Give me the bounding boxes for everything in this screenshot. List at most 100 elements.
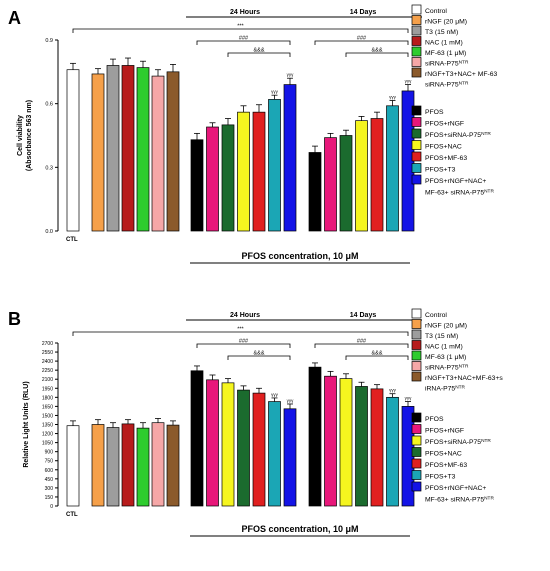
legend-pfos-label: MF-63+ siRNA-P75NTR — [425, 495, 494, 504]
legend-control-label: NAC (1 mM) — [425, 344, 463, 351]
legend-control-swatch — [411, 15, 422, 25]
bar-pfos-0-2 — [221, 382, 235, 507]
legend-control-swatch — [411, 319, 422, 329]
bar-pfos-1-3 — [355, 120, 368, 232]
bracket-hash — [196, 343, 291, 348]
legend-control-label: siRNA-P75NTR — [425, 363, 469, 372]
bracket-amp — [345, 355, 409, 360]
bar-control-6 — [166, 424, 180, 507]
legend-pfos-swatch — [411, 174, 422, 185]
bar-pfos-0-1 — [206, 126, 219, 232]
legend-pfos-label: PFOS+siRNA-P75NTR — [425, 131, 491, 140]
bracket-star — [72, 331, 409, 336]
legend-pfos-label: PFOS — [425, 416, 444, 423]
y-tick-label: 0.3 — [45, 165, 53, 171]
bar-control-5 — [151, 422, 165, 507]
group-label: 24 Hours — [230, 9, 260, 16]
gamma-marker: γγγ — [389, 388, 397, 393]
legend-control-swatch — [411, 371, 422, 382]
bar-pfos-1-0 — [308, 366, 322, 507]
bar-pfos-1-5 — [386, 105, 399, 232]
y-tick-label: 1800 — [42, 395, 53, 401]
bar-pfos-0-5 — [268, 401, 281, 507]
bracket-amp — [345, 52, 409, 57]
y-tick-label: 900 — [45, 450, 54, 456]
legend-pfos-label: PFOS — [425, 109, 444, 116]
bar-pfos-1-0 — [308, 152, 322, 232]
bar-pfos-1-5 — [386, 396, 399, 507]
bar-control-1 — [91, 424, 105, 507]
y-tick-label: 600 — [45, 468, 54, 474]
bar-pfos-1-1 — [324, 375, 337, 507]
legend-pfos-swatch — [411, 447, 422, 457]
ctl-label: CTL — [66, 512, 78, 518]
bar-pfos-1-4 — [370, 388, 384, 507]
bar-pfos-1-3 — [355, 386, 368, 507]
legend-pfos-label: PFOS+siRNA-P75NTR — [425, 438, 491, 447]
legend-control-swatch — [411, 46, 422, 57]
bracket-amp-label: &&& — [253, 48, 264, 54]
bar-pfos-0-2 — [221, 124, 235, 232]
legend-pfos-label: PFOS+NAC — [425, 451, 462, 458]
gamma-marker: γγγ — [271, 89, 279, 94]
legend-pfos-label: PFOS+T3 — [425, 167, 456, 174]
y-tick-label: 2400 — [42, 359, 53, 365]
legend-pfos-swatch — [411, 117, 422, 127]
legend-control-label: Control — [425, 312, 447, 319]
legend-pfos-label: PFOS+MF-63 — [425, 155, 467, 162]
gamma-marker: γγγ — [405, 396, 413, 401]
legend-control-swatch — [411, 350, 422, 361]
y-tick-label: 0.0 — [45, 229, 53, 235]
bar-pfos-0-1 — [206, 379, 219, 507]
bar-pfos-0-0 — [190, 139, 204, 232]
y-tick-label: 300 — [45, 486, 54, 492]
y-tick-label: 0.6 — [45, 102, 53, 108]
legend-pfos-swatch — [411, 470, 422, 480]
panel-letter: A — [8, 8, 21, 28]
bar-control-4 — [136, 67, 150, 232]
bar-pfos-0-4 — [252, 111, 266, 232]
bar-pfos-0-3 — [237, 111, 250, 232]
legend-control-swatch — [411, 340, 422, 350]
legend-control-label: NAC (1 mM) — [425, 40, 463, 47]
gamma-marker: γγγ — [405, 79, 413, 84]
y-tick-label: 1350 — [42, 423, 53, 429]
gamma-marker: γγγ — [271, 392, 279, 397]
legend-control-label: T3 (15 nM) — [425, 29, 458, 36]
bracket-amp-label: &&& — [371, 48, 382, 54]
legend-control-label: rNGF+T3+NAC+MF-63+s — [425, 375, 503, 382]
bar-control-5 — [151, 75, 165, 232]
legend-control-label: MF-63 (1 μM) — [425, 50, 466, 57]
bracket-hash-label: ### — [239, 339, 249, 345]
bar-control-2 — [106, 427, 120, 507]
gamma-marker: γγγ — [389, 94, 397, 99]
bracket-star — [72, 28, 409, 33]
y-tick-label: 1500 — [42, 413, 53, 419]
legend-pfos-swatch — [411, 412, 422, 423]
bracket-hash — [314, 40, 409, 45]
legend-pfos-label: PFOS+T3 — [425, 474, 456, 481]
bar-pfos-1-4 — [370, 118, 384, 232]
bracket-star-label: *** — [237, 327, 244, 333]
ctl-label: CTL — [66, 237, 78, 243]
legend-pfos-swatch — [411, 163, 422, 173]
y-tick-label: 2550 — [42, 350, 53, 356]
legend-pfos-label: PFOS+rNGF+NAC+ — [425, 485, 486, 492]
legend-control-swatch — [411, 329, 422, 340]
bar-control-2 — [106, 65, 120, 232]
panel-B: B 0 150 300 450 600 750 900 1050 1200 1350 1500 1650… — [8, 308, 503, 537]
legend-control-label: T3 (15 nM) — [425, 333, 458, 340]
legend-control-label: siRNA-P75NTR — [425, 80, 469, 89]
x-axis-label: PFOS concentration, 10 μM — [241, 524, 358, 534]
bar-pfos-1-2 — [339, 135, 353, 232]
legend-control-label: rNGF (20 μM) — [425, 323, 467, 330]
y-tick-label: 750 — [45, 459, 54, 465]
bar-control-0 — [66, 69, 80, 232]
y-tick-label: 1050 — [42, 441, 53, 447]
bracket-hash-label: ### — [357, 339, 367, 345]
bracket-amp-label: &&& — [371, 351, 382, 357]
y-tick-label: 1950 — [42, 386, 53, 392]
bar-pfos-0-5 — [268, 99, 281, 232]
bracket-amp-label: &&& — [253, 351, 264, 357]
